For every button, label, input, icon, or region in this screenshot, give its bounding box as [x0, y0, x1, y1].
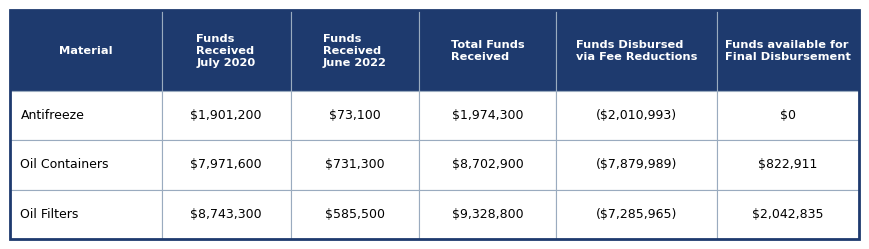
- Text: ($7,879,989): ($7,879,989): [596, 159, 677, 172]
- Text: ($7,285,965): ($7,285,965): [596, 208, 677, 221]
- Text: $1,901,200: $1,901,200: [190, 110, 262, 123]
- Text: $731,300: $731,300: [325, 159, 385, 172]
- Bar: [556, 140, 717, 189]
- Text: $0: $0: [779, 110, 796, 123]
- Bar: [717, 189, 859, 239]
- Text: $73,100: $73,100: [329, 110, 381, 123]
- Bar: [556, 10, 717, 91]
- Text: Funds
Received
June 2022: Funds Received June 2022: [323, 34, 387, 68]
- Text: ($2,010,993): ($2,010,993): [596, 110, 677, 123]
- Text: $8,743,300: $8,743,300: [190, 208, 262, 221]
- Text: $585,500: $585,500: [325, 208, 385, 221]
- Text: $7,971,600: $7,971,600: [190, 159, 262, 172]
- Bar: [420, 91, 556, 140]
- Bar: [10, 91, 162, 140]
- Bar: [290, 189, 420, 239]
- Text: Oil Containers: Oil Containers: [21, 159, 109, 172]
- Text: Material: Material: [59, 46, 113, 56]
- Text: Funds
Received
July 2020: Funds Received July 2020: [196, 34, 255, 68]
- Text: $9,328,800: $9,328,800: [452, 208, 523, 221]
- Text: Funds available for
Final Disbursement: Funds available for Final Disbursement: [725, 40, 851, 62]
- Bar: [420, 10, 556, 91]
- Text: Antifreeze: Antifreeze: [21, 110, 84, 123]
- Bar: [290, 10, 420, 91]
- Text: Oil Filters: Oil Filters: [21, 208, 79, 221]
- Bar: [10, 189, 162, 239]
- Bar: [556, 189, 717, 239]
- Text: $2,042,835: $2,042,835: [752, 208, 824, 221]
- Text: $8,702,900: $8,702,900: [452, 159, 523, 172]
- Bar: [290, 91, 420, 140]
- Text: Funds Disbursed
via Fee Reductions: Funds Disbursed via Fee Reductions: [576, 40, 697, 62]
- Bar: [717, 140, 859, 189]
- Bar: [10, 140, 162, 189]
- Bar: [717, 91, 859, 140]
- Bar: [10, 10, 162, 91]
- Bar: [162, 91, 290, 140]
- Text: $1,974,300: $1,974,300: [452, 110, 523, 123]
- Bar: [162, 140, 290, 189]
- Bar: [420, 140, 556, 189]
- Bar: [717, 10, 859, 91]
- Bar: [162, 189, 290, 239]
- Bar: [162, 10, 290, 91]
- Bar: [420, 189, 556, 239]
- Text: $822,911: $822,911: [758, 159, 818, 172]
- Bar: [290, 140, 420, 189]
- Bar: [556, 91, 717, 140]
- Text: Total Funds
Received: Total Funds Received: [451, 40, 525, 62]
